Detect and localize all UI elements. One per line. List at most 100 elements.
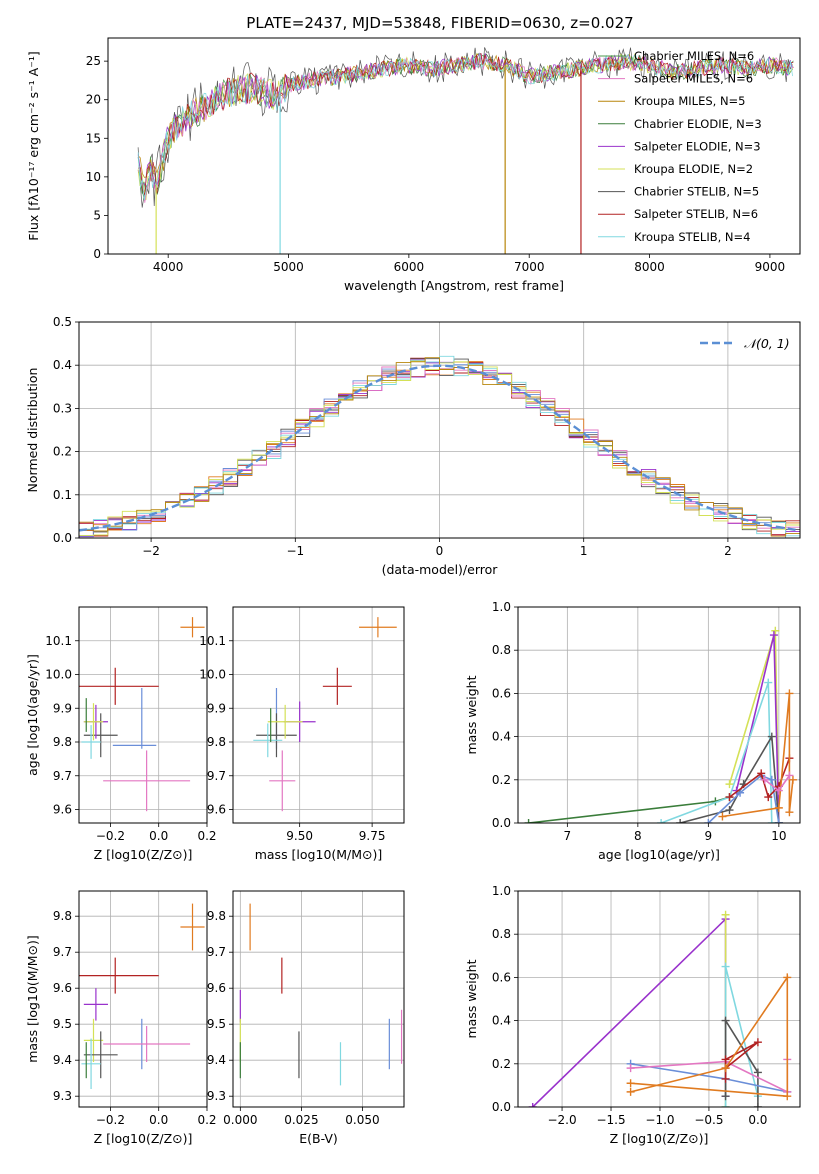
y-tick-label: 9.9 — [53, 701, 72, 715]
error-point — [256, 713, 297, 758]
error-point — [79, 667, 159, 705]
y-axis-label: Flux [fλ10⁻¹⁷ erg cm⁻² s⁻¹ A⁻¹] — [26, 51, 41, 240]
x-tick-label: −1 — [286, 544, 304, 558]
x-tick-label: 4000 — [153, 260, 184, 274]
residual-histogram — [79, 357, 800, 537]
y-tick-label: 9.3 — [53, 1089, 72, 1103]
y-tick-label: 9.6 — [53, 981, 72, 995]
y-tick-label: 25 — [86, 54, 101, 68]
error-point — [180, 617, 205, 638]
y-tick-label: 10 — [86, 170, 101, 184]
massweight-vs-Z-marker — [721, 910, 730, 919]
error-point — [322, 667, 352, 705]
massweight-vs-Z-series-line — [724, 966, 759, 1107]
x-tick-label: 7 — [564, 829, 572, 843]
y-tick-label: 15 — [86, 131, 101, 145]
massweight-vs-age-marker — [760, 775, 769, 784]
massweight-vs-Z-series-line — [532, 917, 727, 1107]
y-tick-label: 0.8 — [492, 643, 511, 657]
age-vs-Z-chart — [75, 606, 208, 827]
x-axis-label: wavelength [Angstrom, rest frame] — [344, 278, 564, 293]
x-axis-label: E(B-V) — [299, 1131, 338, 1146]
y-axis-label: mass weight — [464, 959, 479, 1038]
legend-entry: 𝒩(0, 1) — [744, 336, 790, 351]
y-tick-label: 9.6 — [207, 981, 226, 995]
massweight-vs-age-marker — [788, 775, 797, 784]
y-tick-label: 0.4 — [53, 358, 72, 372]
age-vs-mass-chart — [229, 606, 405, 827]
massweight-vs-age-marker — [771, 626, 780, 635]
mass-vs-Z-plot-area — [79, 903, 205, 1089]
y-tick-label: 9.6 — [207, 803, 226, 817]
massweight-vs-Z-marker — [626, 1079, 635, 1088]
massweight-vs-Z-marker — [721, 1055, 730, 1064]
x-tick-label: 0.2 — [197, 829, 216, 843]
legend-entry: Salpeter STELIB, N=6 — [634, 207, 758, 221]
legend-entry: Chabrier STELIB, N=5 — [634, 185, 759, 199]
y-tick-label: 20 — [86, 93, 101, 107]
legend-entry: Kroupa MILES, N=5 — [634, 94, 746, 108]
x-tick-label: −0.2 — [96, 829, 125, 843]
massweight-vs-age-series-line — [660, 682, 779, 823]
y-tick-label: 0.0 — [492, 1100, 511, 1114]
legend-entry: Kroupa STELIB, N=4 — [634, 230, 751, 244]
massweight-vs-Z-marker — [721, 1092, 730, 1101]
x-tick-label: 9000 — [755, 260, 786, 274]
x-tick-label: 10 — [771, 829, 786, 843]
y-tick-label: 0.4 — [492, 1014, 511, 1028]
massweight-vs-Z-marker — [753, 1068, 762, 1077]
y-tick-label: 9.8 — [53, 735, 72, 749]
x-tick-label: 0 — [436, 544, 444, 558]
massweight-vs-Z-marker — [753, 1038, 762, 1047]
x-tick-label: 0.0 — [748, 1113, 767, 1127]
massweight-vs-age-marker — [725, 806, 734, 815]
error-point — [81, 725, 101, 759]
massweight-vs-age-marker — [764, 793, 773, 802]
error-point — [79, 957, 159, 994]
figure-title: PLATE=2437, MJD=53848, FIBERID=0630, z=0… — [246, 14, 633, 32]
mass-vs-Z-chart — [75, 890, 208, 1111]
residuals-chart — [75, 321, 801, 542]
y-tick-label: 9.5 — [207, 1017, 226, 1031]
y-tick-label: 9.8 — [207, 909, 226, 923]
massweight-vs-age-marker — [764, 678, 773, 687]
mass-vs-EBV-chart — [229, 890, 405, 1111]
y-tick-label: 1.0 — [492, 600, 511, 614]
massweight-vs-Z-marker — [721, 962, 730, 971]
x-tick-label: 8 — [634, 829, 642, 843]
gaussian-curve — [79, 364, 800, 532]
massweight-vs-age-marker — [757, 769, 766, 778]
y-tick-label: 9.3 — [207, 1089, 226, 1103]
y-tick-label: 10.0 — [199, 668, 226, 682]
massweight-vs-Z-chart — [514, 890, 801, 1111]
y-axis-label: age [log10(age/yr)] — [25, 654, 40, 776]
residual-histogram — [79, 359, 800, 536]
error-point — [83, 703, 104, 741]
y-tick-label: 9.7 — [207, 945, 226, 959]
y-tick-label: 0.1 — [53, 488, 72, 502]
x-tick-label: −2.0 — [547, 1113, 576, 1127]
massweight-vs-age-marker — [704, 819, 713, 823]
massweight-vs-Z-marker — [721, 1074, 730, 1083]
error-point — [253, 723, 283, 758]
y-tick-label: 0.2 — [53, 445, 72, 459]
spectrum-frame — [107, 37, 801, 255]
massweight-vs-age-marker — [718, 812, 727, 821]
y-tick-label: 0.2 — [492, 1057, 511, 1071]
massweight-vs-age-plot-area — [524, 626, 797, 823]
massweight-vs-age-marker — [774, 819, 783, 823]
massweight-vs-age-marker — [774, 786, 783, 795]
x-tick-label: 0.025 — [284, 1113, 318, 1127]
x-tick-label: −0.2 — [96, 1113, 125, 1127]
massweight-vs-age-marker — [524, 819, 533, 823]
y-tick-label: 10.1 — [45, 634, 72, 648]
massweight-vs-age-series-line — [528, 796, 730, 823]
legend-entry: Salpeter MILES, N=6 — [634, 72, 753, 86]
age-vs-Z-plot-area — [79, 617, 205, 812]
residual-histogram — [79, 358, 800, 533]
legend-entry: Salpeter ELODIE, N=3 — [634, 139, 761, 153]
y-tick-label: 0.0 — [492, 816, 511, 830]
y-tick-label: 0.5 — [53, 315, 72, 329]
y-tick-label: 0.6 — [492, 686, 511, 700]
